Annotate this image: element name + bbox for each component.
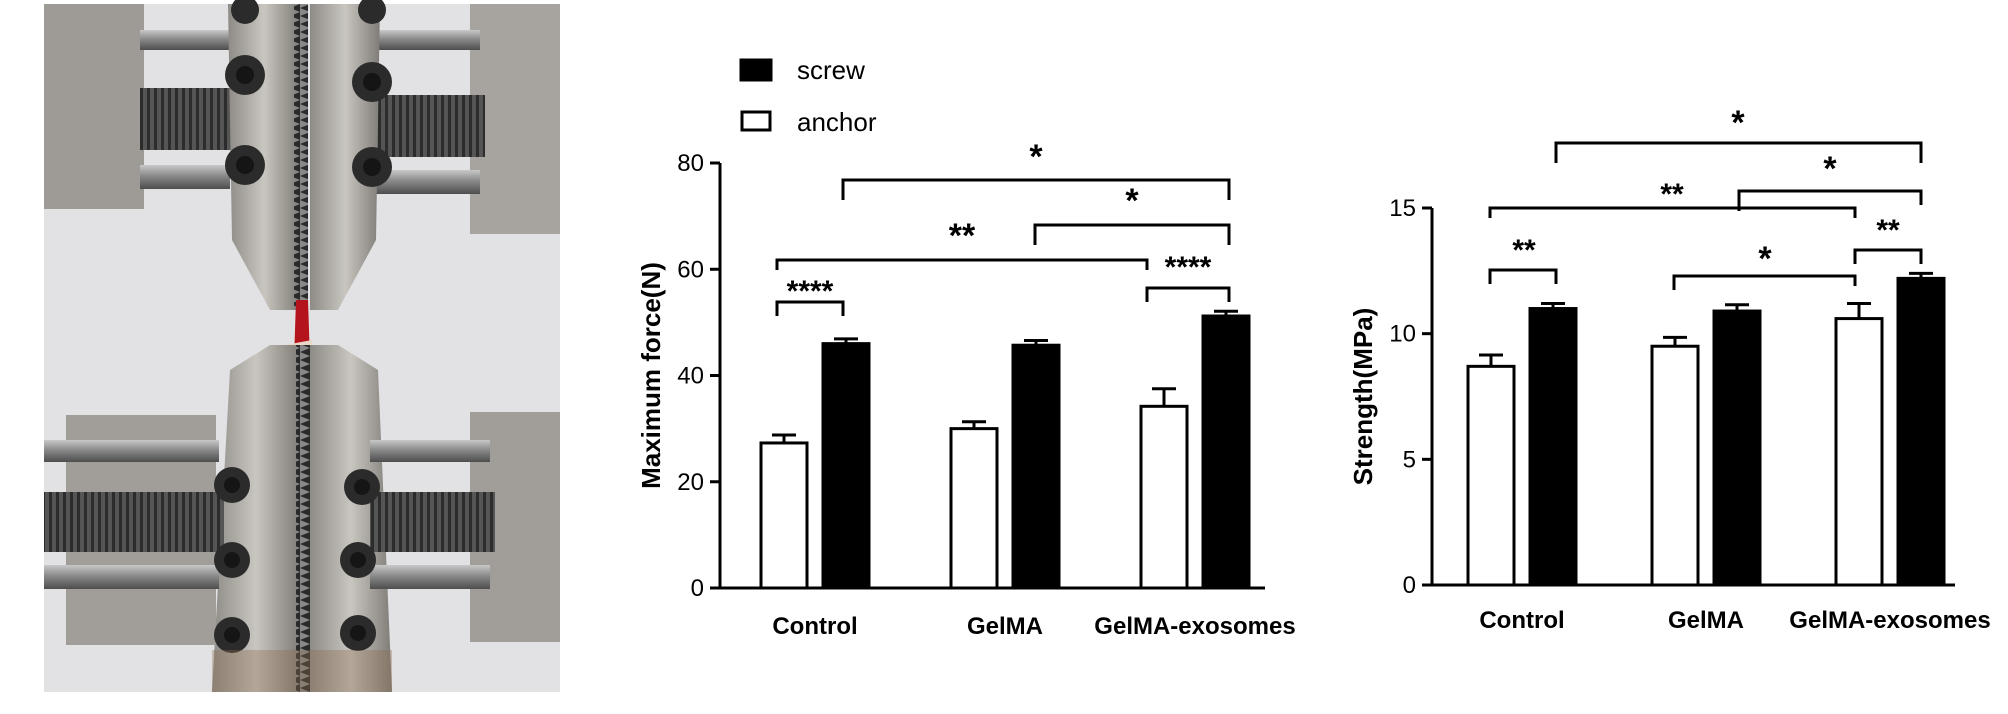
y-tick-label: 40 — [677, 363, 704, 390]
significance-bracket — [775, 258, 1149, 270]
x-tick-label: Control — [1479, 607, 1564, 634]
significance-bracket — [775, 300, 845, 316]
significance-bracket — [1488, 268, 1558, 284]
y-axis-label: Maximum force(N) — [636, 262, 666, 489]
significance-bracket — [1737, 189, 1923, 211]
significance-label: ** — [949, 217, 976, 255]
significance-bracket — [1488, 206, 1857, 218]
y-axis-label: Strength(MPa) — [1348, 308, 1378, 486]
significance-label: **** — [1165, 251, 1212, 284]
x-tick-label: Control — [772, 613, 857, 640]
significance-label: ** — [1876, 214, 1900, 247]
y-tick-label: 0 — [1403, 572, 1416, 599]
significance-label: * — [1125, 182, 1139, 220]
significance-label: ** — [1660, 178, 1684, 211]
x-tick-label: GelMA-exosomes — [1789, 607, 1990, 634]
bar-screw-gelma — [1011, 343, 1061, 590]
significance-label: **** — [787, 275, 834, 308]
legend-swatch-screw — [739, 58, 773, 82]
significance-label: ** — [1512, 234, 1536, 267]
bar-anchor-control — [759, 441, 809, 590]
significance-bracket — [1853, 248, 1923, 264]
significance-label: * — [1731, 104, 1745, 142]
bar-screw-gelma — [1712, 309, 1762, 587]
significance-label: * — [1029, 138, 1043, 176]
tensile-test-grips-photo — [44, 0, 560, 692]
y-tick-label: 10 — [1389, 321, 1416, 348]
significance-bracket — [1672, 274, 1857, 290]
bar-screw-gelma-exosomes — [1896, 276, 1946, 587]
bar-screw-gelma-exosomes — [1201, 314, 1251, 590]
legend-label-screw: screw — [797, 55, 865, 85]
legend-label-anchor: anchor — [797, 107, 877, 137]
y-tick-label: 15 — [1389, 195, 1416, 222]
y-tick-label: 20 — [677, 469, 704, 496]
significance-label: * — [1823, 150, 1837, 188]
x-tick-label: GelMA-exosomes — [1094, 613, 1295, 640]
y-tick-label: 5 — [1403, 446, 1416, 473]
bar-anchor-gelma-exosomes — [1834, 317, 1884, 587]
significance-bracket — [1145, 286, 1231, 302]
bar-anchor-control — [1466, 364, 1516, 587]
x-tick-label: GelMA — [1668, 607, 1744, 634]
significance-bracket — [1554, 141, 1923, 163]
significance-bracket — [841, 178, 1231, 200]
significance-bracket — [1033, 223, 1231, 245]
legend-swatch-anchor — [740, 110, 772, 132]
significance-label: * — [1758, 240, 1772, 278]
bar-screw-control — [1528, 307, 1578, 587]
y-tick-label: 60 — [677, 256, 704, 283]
x-tick-label: GelMA — [967, 613, 1043, 640]
y-tick-label: 80 — [677, 150, 704, 177]
y-tick-label: 0 — [691, 575, 704, 602]
bar-anchor-gelma — [1650, 344, 1700, 587]
